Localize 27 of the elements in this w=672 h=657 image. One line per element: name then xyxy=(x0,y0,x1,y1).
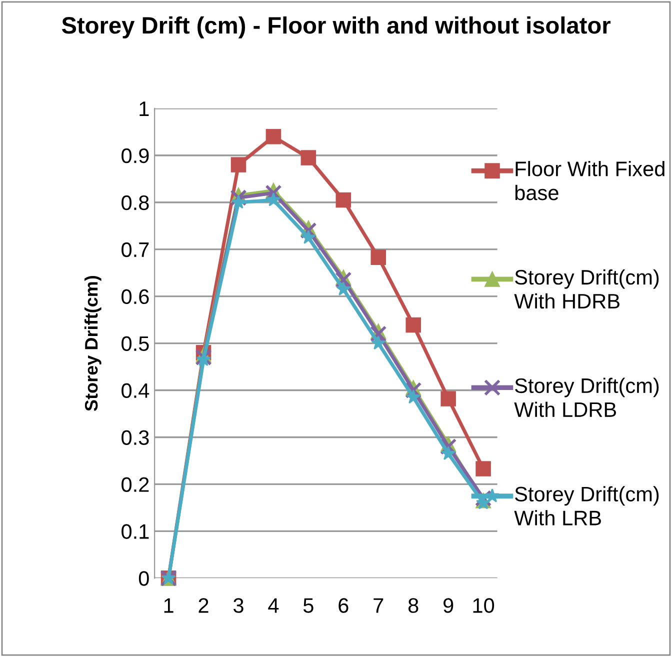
x-tick-label: 6 xyxy=(338,598,348,613)
y-tick-label: 0.3 xyxy=(122,430,149,445)
y-tick-label: 0.9 xyxy=(122,148,149,164)
legend-label: Storey Drift(cm) With LRB xyxy=(514,486,659,526)
x-tick-label: 10 xyxy=(473,598,494,613)
chart-title: Storey Drift (cm) - Floor with and without isolator xyxy=(62,16,610,38)
y-tick-label: 0.4 xyxy=(122,383,150,398)
y-tick-label: 0.7 xyxy=(122,242,149,258)
x-tick-label: 8 xyxy=(408,598,418,613)
x-tick-label: 3 xyxy=(233,598,244,613)
y-tick-label: 0.8 xyxy=(122,195,149,210)
x-tick-label: 4 xyxy=(268,598,279,613)
x-tick-label: 9 xyxy=(444,598,454,613)
y-tick-label: 0.2 xyxy=(122,477,149,492)
y-axis-title: Storey Drift(cm) xyxy=(84,276,102,411)
x-tick-label: 2 xyxy=(198,598,208,613)
x-tick-label: 1 xyxy=(164,598,174,613)
legend-label: Storey Drift(cm) With HDRB xyxy=(514,269,659,309)
y-tick-label: 0.6 xyxy=(122,289,149,304)
y-tick-label: 0.5 xyxy=(122,336,149,352)
legend-label: Storey Drift(cm) With LDRB xyxy=(514,378,659,417)
y-tick-label: 0.1 xyxy=(122,524,149,539)
x-tick-label: 7 xyxy=(374,598,384,613)
x-tick-label: 5 xyxy=(303,598,314,613)
y-tick-label: 0 xyxy=(138,571,149,586)
legend-label: Floor With Fixed base xyxy=(515,160,664,200)
y-tick-label: 1 xyxy=(140,102,149,116)
